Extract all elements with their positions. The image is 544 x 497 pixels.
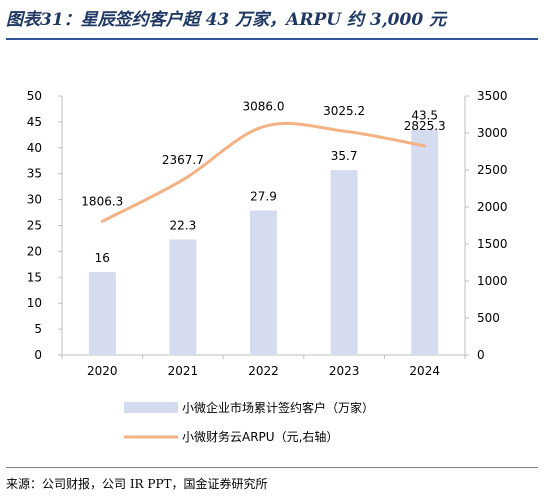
line-data-label: 2367.7 <box>162 153 204 167</box>
legend-swatch-bar <box>124 402 178 413</box>
left-tick-label: 25 <box>27 219 42 233</box>
title-rule <box>6 38 538 40</box>
left-tick-label: 15 <box>27 270 42 284</box>
x-tick-label: 2021 <box>168 364 199 378</box>
figure-title: 图表31：星辰签约客户超 43 万家，ARPU 约 3,000 元 <box>6 10 447 30</box>
right-tick-label: 1500 <box>477 237 508 251</box>
bar <box>88 272 116 355</box>
right-tick-label: 2500 <box>477 163 508 177</box>
right-tick-label: 3000 <box>477 126 508 140</box>
line-data-label: 3025.2 <box>323 104 365 118</box>
arpu-line <box>100 121 427 223</box>
source-note: 来源：公司财报，公司 IR PPT，国金证券研究所 <box>6 477 268 491</box>
right-tick-label: 2000 <box>477 200 508 214</box>
bar-data-label: 35.7 <box>331 149 358 163</box>
bar-data-label: 16 <box>95 251 110 265</box>
left-tick-label: 5 <box>34 322 42 336</box>
line-data-label: 1806.3 <box>81 194 123 208</box>
left-tick-label: 40 <box>27 141 42 155</box>
bar <box>250 210 277 355</box>
bar <box>169 239 197 355</box>
legend-label-line: 小微财务云ARPU（元,右轴） <box>182 429 338 444</box>
left-tick-label: 10 <box>27 296 42 310</box>
line-data-label: 2825.3 <box>404 119 446 133</box>
line-data-label: 3086.0 <box>243 100 285 114</box>
right-tick-label: 500 <box>477 311 500 325</box>
left-tick-label: 30 <box>27 193 42 207</box>
bar <box>411 129 439 355</box>
right-tick-label: 0 <box>477 348 485 362</box>
x-tick-label: 2022 <box>248 364 279 378</box>
bar-data-label: 27.9 <box>250 189 277 203</box>
left-tick-label: 0 <box>34 348 42 362</box>
bar <box>330 170 358 355</box>
left-tick-label: 50 <box>27 89 42 103</box>
footer-rule <box>6 467 538 468</box>
left-tick-label: 45 <box>27 115 42 129</box>
x-tick-label: 2024 <box>409 364 440 378</box>
bar-data-label: 22.3 <box>170 218 197 232</box>
right-tick-label: 3500 <box>477 89 508 103</box>
left-tick-label: 35 <box>27 167 42 181</box>
right-tick-label: 1000 <box>477 274 508 288</box>
chart: 0510152025303540455005001000150020002500… <box>27 89 508 444</box>
left-tick-label: 20 <box>27 244 42 258</box>
x-tick-label: 2023 <box>329 364 360 378</box>
x-tick-label: 2020 <box>87 364 118 378</box>
legend-label-bar: 小微企业市场累计签约客户（万家） <box>182 400 374 415</box>
bar-data-label: 43.5 <box>411 109 438 123</box>
